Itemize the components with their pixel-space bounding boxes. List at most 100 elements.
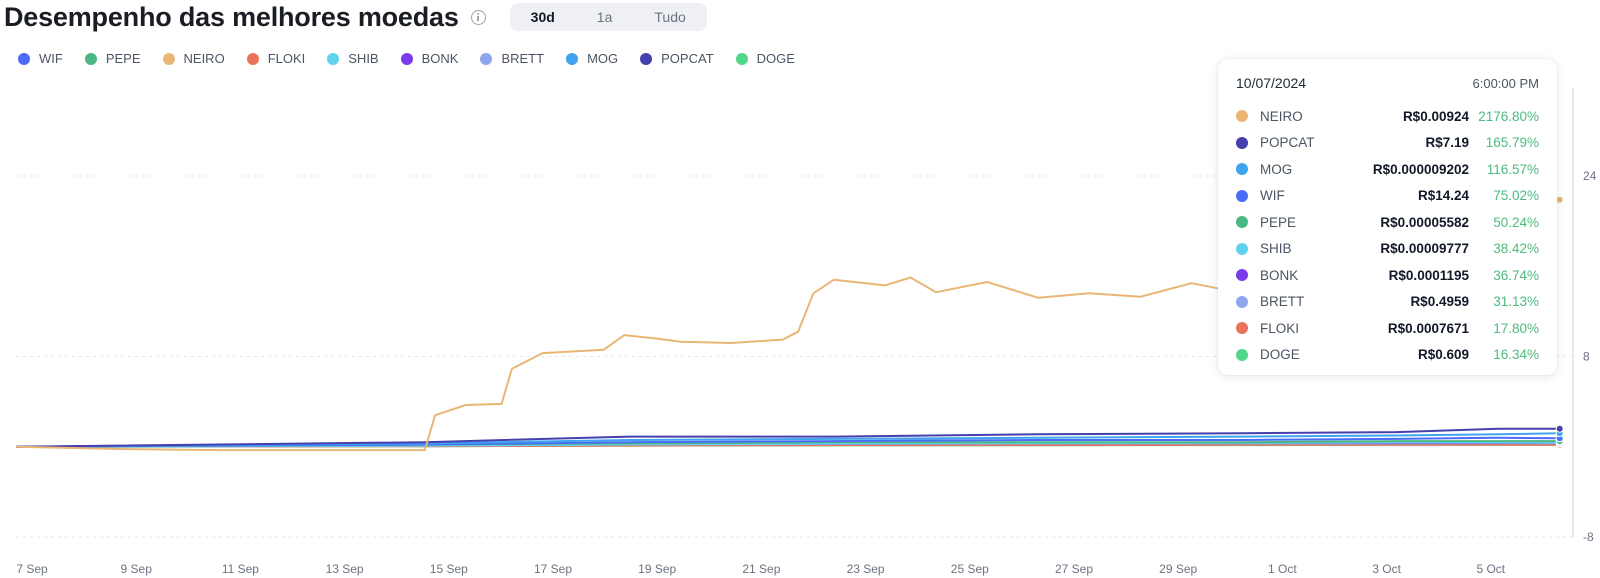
tooltip-price: R$0.00005582 xyxy=(1380,214,1469,230)
tooltip-row-mog: MOG R$0.000009202 116.57% xyxy=(1236,156,1539,183)
tooltip-coin-name: WIF xyxy=(1260,188,1285,204)
legend-dot-icon xyxy=(640,52,653,65)
legend-label: BRETT xyxy=(501,51,545,66)
tooltip: 10/07/2024 6:00:00 PM NEIRO R$0.00924 2176… xyxy=(1218,59,1557,375)
tab-30d[interactable]: 30d xyxy=(530,9,555,25)
tooltip-row-wif: WIF R$14.24 75.02% xyxy=(1236,183,1539,210)
legend-dot-icon xyxy=(400,52,413,65)
x-tick-label: 7 Sep xyxy=(16,562,48,576)
series-line-wif[interactable] xyxy=(15,436,1560,448)
legend-dot-icon xyxy=(327,52,340,65)
tooltip-rows: NEIRO R$0.00924 2176.80% POPCAT R$7.19 165.79… xyxy=(1236,103,1539,368)
x-tick-label: 29 Sep xyxy=(1159,562,1197,576)
tooltip-change: 50.24% xyxy=(1493,214,1539,230)
hover-point-neiro xyxy=(1555,195,1564,204)
series-line-shib[interactable] xyxy=(15,441,1560,448)
x-tick-label: 9 Sep xyxy=(121,562,153,576)
tooltip-change: 116.57% xyxy=(1486,161,1539,177)
x-tick-label: 21 Sep xyxy=(742,562,780,576)
legend-label: PEPE xyxy=(105,51,141,66)
legend-label: DOGE xyxy=(756,51,795,66)
legend-label: POPCAT xyxy=(661,51,714,66)
series-dot-icon xyxy=(1236,322,1248,335)
tooltip-price: R$14.24 xyxy=(1417,188,1469,204)
tooltip-price: R$0.00009777 xyxy=(1380,241,1469,257)
tooltip-change: 2176.80% xyxy=(1478,108,1539,124)
tooltip-price: R$0.4959 xyxy=(1410,294,1469,310)
x-tick-label: 17 Sep xyxy=(534,562,572,576)
legend-item-popcat[interactable]: POPCAT xyxy=(640,51,714,66)
series-dot-icon xyxy=(1236,295,1248,308)
tooltip-change: 16.34% xyxy=(1493,347,1539,363)
tooltip-price: R$0.0007671 xyxy=(1387,320,1469,336)
tab-tudo[interactable]: Tudo xyxy=(654,9,686,25)
tooltip-coin-name: SHIB xyxy=(1260,241,1292,257)
legend-item-wif[interactable]: WIF xyxy=(18,51,63,66)
legend-dot-icon xyxy=(18,52,30,65)
legend-item-bonk[interactable]: BONK xyxy=(400,51,459,66)
tooltip-coin-name: POPCAT xyxy=(1260,135,1315,151)
x-tick-label: 3 Oct xyxy=(1372,562,1401,576)
series-dot-icon xyxy=(1236,216,1248,229)
legend-dot-icon xyxy=(566,52,579,65)
legend-dot-icon xyxy=(246,52,259,65)
x-tick-label: 27 Sep xyxy=(1055,562,1093,576)
y-tick-label: -8 xyxy=(1583,530,1594,544)
tooltip-row-brett: BRETT R$0.4959 31.13% xyxy=(1236,289,1539,316)
legend-item-neiro[interactable]: NEIRO xyxy=(162,51,225,66)
info-icon[interactable] xyxy=(470,9,486,25)
page-title: Desempenho das melhores moedas xyxy=(4,1,459,32)
tooltip-coin-name: BONK xyxy=(1260,267,1299,283)
series-dot-icon xyxy=(1236,348,1248,361)
legend-item-pepe[interactable]: PEPE xyxy=(84,51,141,66)
x-tick-label: 5 Oct xyxy=(1476,562,1505,576)
x-tick-label: 19 Sep xyxy=(638,562,676,576)
series-dot-icon xyxy=(1236,242,1248,255)
header: Desempenho das melhores moedas 30d 1a Tu… xyxy=(4,0,707,34)
legend-item-brett[interactable]: BRETT xyxy=(480,51,544,66)
series-dot-icon xyxy=(1236,163,1248,176)
tooltip-price: R$0.0001195 xyxy=(1388,267,1469,283)
series-dot-icon xyxy=(1236,269,1248,282)
legend-label: FLOKI xyxy=(267,51,306,66)
legend-dot-icon xyxy=(84,52,97,65)
tooltip-change: 36.74% xyxy=(1493,267,1539,283)
y-tick-label: 8 xyxy=(1583,350,1590,364)
legend-item-floki[interactable]: FLOKI xyxy=(246,51,306,66)
tooltip-coin-name: BRETT xyxy=(1260,294,1305,310)
legend-label: MOG xyxy=(587,51,619,66)
x-tick-label: 25 Sep xyxy=(951,562,989,576)
tooltip-coin-name: PEPE xyxy=(1260,214,1297,230)
tooltip-coin-name: FLOKI xyxy=(1260,320,1300,336)
x-tick-label: 13 Sep xyxy=(326,562,364,576)
series-dot-icon xyxy=(1236,189,1248,202)
legend-item-doge[interactable]: DOGE xyxy=(735,51,795,66)
legend-label: BONK xyxy=(421,51,459,66)
legend-dot-icon xyxy=(735,52,748,65)
tooltip-coin-name: NEIRO xyxy=(1260,108,1303,124)
legend-label: WIF xyxy=(39,51,63,66)
tooltip-change: 75.02% xyxy=(1493,188,1539,204)
tab-1a[interactable]: 1a xyxy=(596,9,613,25)
tooltip-change: 31.13% xyxy=(1493,294,1539,310)
tooltip-price: R$0.000009202 xyxy=(1372,161,1469,177)
tooltip-row-popcat: POPCAT R$7.19 165.79% xyxy=(1236,130,1539,157)
y-tick-label: 24 xyxy=(1583,169,1597,183)
series-dot-icon xyxy=(1236,110,1248,123)
hover-point-popcat xyxy=(1555,424,1564,433)
tooltip-row-shib: SHIB R$0.00009777 38.42% xyxy=(1236,236,1539,263)
tooltip-change: 165.79% xyxy=(1485,135,1539,151)
x-tick-label: 23 Sep xyxy=(847,562,885,576)
legend-item-mog[interactable]: MOG xyxy=(566,51,618,66)
legend-item-shib[interactable]: SHIB xyxy=(327,51,379,66)
series-line-mog[interactable] xyxy=(15,432,1560,448)
legend-label: SHIB xyxy=(348,51,379,66)
tooltip-row-floki: FLOKI R$0.0007671 17.80% xyxy=(1236,315,1539,342)
range-tabs: 30d 1a Tudo xyxy=(509,3,707,31)
tooltip-change: 38.42% xyxy=(1493,241,1539,257)
tooltip-price: R$7.19 xyxy=(1425,135,1469,151)
series-line-popcat[interactable] xyxy=(15,427,1560,448)
tooltip-price: R$0.00924 xyxy=(1402,108,1469,124)
tooltip-row-bonk: BONK R$0.0001195 36.74% xyxy=(1236,262,1539,289)
